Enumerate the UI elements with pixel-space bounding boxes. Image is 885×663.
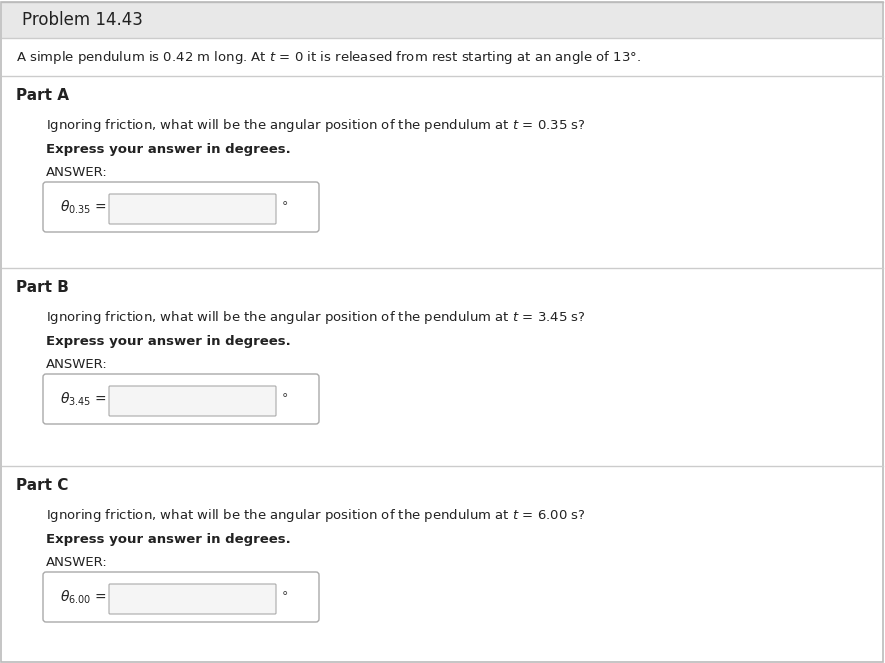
- Text: Ignoring friction, what will be the angular position of the pendulum at $t$ = 0.: Ignoring friction, what will be the angu…: [46, 117, 586, 133]
- Text: °: °: [282, 200, 289, 213]
- Text: ANSWER:: ANSWER:: [46, 359, 108, 371]
- FancyBboxPatch shape: [2, 2, 882, 38]
- Text: Ignoring friction, what will be the angular position of the pendulum at $t$ = 6.: Ignoring friction, what will be the angu…: [46, 507, 586, 524]
- Text: Ignoring friction, what will be the angular position of the pendulum at $t$ = 3.: Ignoring friction, what will be the angu…: [46, 308, 586, 326]
- Text: Problem 14.43: Problem 14.43: [22, 11, 142, 29]
- Text: Part C: Part C: [16, 477, 68, 493]
- FancyBboxPatch shape: [43, 182, 319, 232]
- Text: °: °: [282, 392, 289, 406]
- Text: A simple pendulum is 0.42 m long. At $t$ = 0 it is released from rest starting a: A simple pendulum is 0.42 m long. At $t$…: [16, 50, 641, 66]
- FancyBboxPatch shape: [109, 194, 276, 224]
- Text: Part A: Part A: [16, 88, 69, 103]
- Text: ANSWER:: ANSWER:: [46, 556, 108, 570]
- Text: ANSWER:: ANSWER:: [46, 166, 108, 180]
- Text: °: °: [282, 591, 289, 603]
- FancyBboxPatch shape: [109, 584, 276, 614]
- FancyBboxPatch shape: [109, 386, 276, 416]
- Text: Express your answer in degrees.: Express your answer in degrees.: [46, 532, 291, 546]
- Text: $\theta_{0.35}$ =: $\theta_{0.35}$ =: [60, 198, 107, 215]
- Text: $\theta_{6.00}$ =: $\theta_{6.00}$ =: [60, 588, 107, 606]
- Text: Express your answer in degrees.: Express your answer in degrees.: [46, 143, 291, 156]
- Text: Express your answer in degrees.: Express your answer in degrees.: [46, 335, 291, 347]
- FancyBboxPatch shape: [43, 374, 319, 424]
- Text: $\theta_{3.45}$ =: $\theta_{3.45}$ =: [60, 391, 107, 408]
- FancyBboxPatch shape: [43, 572, 319, 622]
- Text: Part B: Part B: [16, 280, 69, 294]
